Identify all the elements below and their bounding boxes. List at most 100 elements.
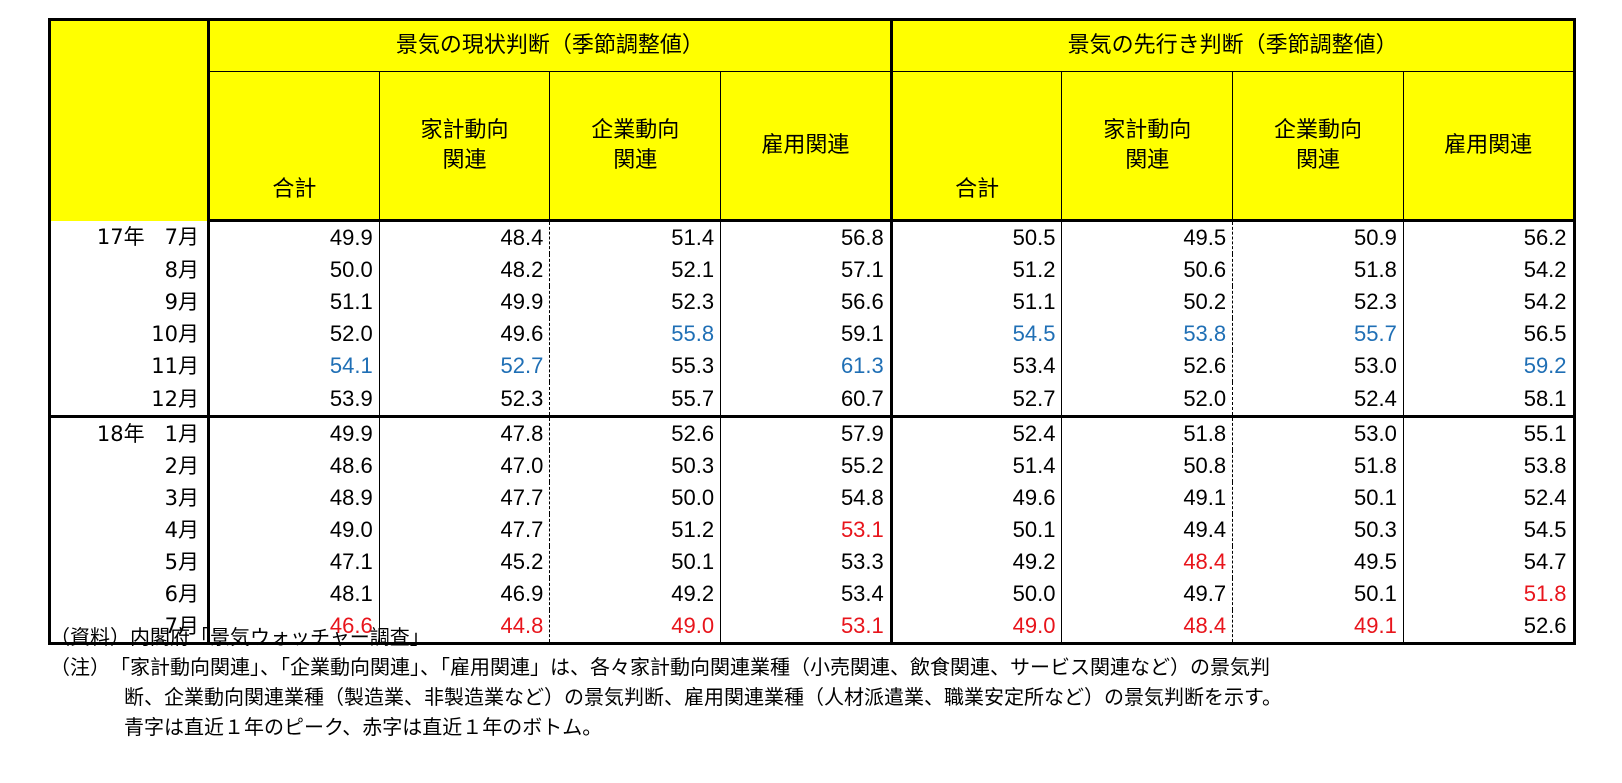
value-cell: 50.2 (1061, 286, 1233, 319)
value-cell: 52.3 (1232, 286, 1404, 319)
value-cell: 44.8 (378, 610, 550, 644)
value-cell: 49.9 (378, 286, 550, 319)
value-cell: 53.0 (1232, 350, 1404, 383)
group-header-outlook: 景気の先行き判断（季節調整値） (889, 19, 1575, 72)
value-cell: 54.2 (1402, 286, 1575, 319)
value-cell: 49.7 (1061, 578, 1233, 611)
value-cell: 53.9 (207, 382, 380, 417)
value-cell: 52.3 (549, 286, 721, 319)
column-header-outlook-corporate: 企業動向 関連 (1232, 71, 1404, 222)
value-cell: 53.1 (720, 513, 892, 546)
value-cell: 51.8 (1402, 578, 1575, 611)
value-cell: 46.6 (207, 610, 380, 644)
value-cell: 55.8 (549, 318, 721, 351)
value-cell: 51.1 (889, 286, 1062, 319)
month-label: 8月 (164, 258, 199, 283)
value-cell: 47.0 (378, 449, 550, 482)
value-cell: 50.3 (549, 449, 721, 482)
row-label: 9月 (49, 286, 210, 319)
value-cell: 50.0 (207, 254, 380, 287)
note-line-2: 断、企業動向関連業種（製造業、非製造業など）の景気判断、雇用関連業種（人材派遣業… (124, 685, 1282, 709)
value-cell: 55.7 (1232, 318, 1404, 351)
value-cell: 54.2 (1402, 254, 1575, 287)
value-cell: 47.8 (378, 414, 550, 450)
value-cell: 52.0 (207, 318, 380, 351)
value-cell: 56.6 (720, 286, 892, 319)
month-label: 3月 (164, 485, 199, 510)
value-cell: 54.7 (1402, 545, 1575, 579)
value-cell: 57.9 (720, 414, 892, 450)
value-cell: 56.8 (720, 220, 892, 255)
value-cell: 48.2 (378, 254, 550, 287)
value-cell: 51.2 (549, 513, 721, 546)
column-header-current-employment: 雇用関連 (720, 71, 892, 222)
value-cell: 51.8 (1232, 449, 1404, 482)
value-cell: 54.5 (889, 318, 1062, 351)
month-label: 5月 (164, 549, 199, 574)
value-cell: 49.6 (378, 318, 550, 351)
value-cell: 52.4 (1402, 481, 1575, 514)
value-cell: 52.0 (1061, 382, 1233, 417)
row-label: 5月 (49, 545, 210, 579)
value-cell: 50.1 (549, 545, 721, 579)
row-label: 4月 (49, 513, 210, 546)
row-label: 10月 (49, 318, 210, 351)
value-cell: 60.7 (720, 382, 892, 417)
month-label: 7月 (164, 614, 199, 639)
value-cell: 54.8 (720, 481, 892, 514)
value-cell: 52.7 (378, 350, 550, 383)
value-cell: 59.2 (1402, 350, 1575, 383)
value-cell: 61.3 (720, 350, 892, 383)
month-label: 10月 (151, 322, 199, 347)
column-header-current-total: 合計 (207, 71, 380, 222)
value-cell: 49.0 (207, 513, 380, 546)
month-label: 7月 (164, 225, 199, 250)
value-cell: 49.9 (207, 414, 380, 450)
value-cell: 50.9 (1232, 220, 1404, 255)
value-cell: 56.5 (1402, 318, 1575, 351)
row-label: 11月 (49, 350, 210, 383)
value-cell: 53.4 (720, 578, 892, 611)
value-cell: 51.1 (207, 286, 380, 319)
value-cell: 52.1 (549, 254, 721, 287)
value-cell: 54.1 (207, 350, 380, 383)
note-line-3: 青字は直近１年のピーク、赤字は直近１年のボトム。 (124, 715, 603, 739)
value-cell: 52.7 (889, 382, 1062, 417)
month-label: 1月 (164, 421, 199, 446)
table-row: 18年 1月 49.9 47.8 52.6 57.9 52.4 51.8 53.0 55.1 (49, 414, 1575, 450)
value-cell: 55.7 (549, 382, 721, 417)
value-cell: 53.4 (889, 350, 1062, 383)
value-cell: 53.0 (1232, 414, 1404, 450)
value-cell: 48.4 (1061, 545, 1233, 579)
value-cell: 49.6 (889, 481, 1062, 514)
notes: （資料）内閣府「景気ウォッチャー調査」 （注） 「家計動向関連」、「企業動向関連」… (50, 622, 1590, 742)
value-cell: 46.9 (378, 578, 550, 611)
value-cell: 57.1 (720, 254, 892, 287)
row-label: 7月 (49, 610, 210, 644)
color-legend-note: 青字は直近１年のピーク、赤字は直近１年のボトム。 (50, 712, 1590, 742)
value-cell: 49.5 (1061, 220, 1233, 255)
column-header-current-household: 家計動向 関連 (378, 71, 551, 222)
value-cell: 50.6 (1061, 254, 1233, 287)
value-cell: 50.1 (1232, 578, 1404, 611)
table-row: 9月 51.1 49.9 52.3 56.6 51.1 50.2 52.3 54.2 (49, 286, 1575, 319)
source-text: （資料）内閣府「景気ウォッチャー調査」 (50, 625, 430, 649)
value-cell: 50.1 (1232, 481, 1404, 514)
value-cell: 52.4 (889, 414, 1062, 450)
table-row: 17年 7月 49.9 48.4 51.4 56.8 50.5 49.5 50.9 56.2 (49, 220, 1575, 255)
value-cell: 50.0 (889, 578, 1062, 611)
row-label: 18年 1月 (49, 414, 210, 450)
value-cell: 51.4 (549, 220, 721, 255)
row-label: 12月 (49, 382, 210, 417)
value-cell: 47.7 (378, 513, 550, 546)
month-label: 11月 (151, 354, 199, 379)
month-label: 2月 (164, 453, 199, 478)
value-cell: 58.1 (1402, 382, 1575, 417)
month-label: 6月 (164, 582, 199, 607)
value-cell: 49.2 (889, 545, 1062, 579)
explanation-note-cont: 断、企業動向関連業種（製造業、非製造業など）の景気判断、雇用関連業種（人材派遣業… (50, 682, 1590, 712)
table-row: 2月 48.6 47.0 50.3 55.2 51.4 50.8 51.8 53.8 (49, 449, 1575, 482)
value-cell: 48.4 (1061, 610, 1233, 644)
row-label: 8月 (49, 254, 210, 287)
month-label: 9月 (164, 290, 199, 315)
